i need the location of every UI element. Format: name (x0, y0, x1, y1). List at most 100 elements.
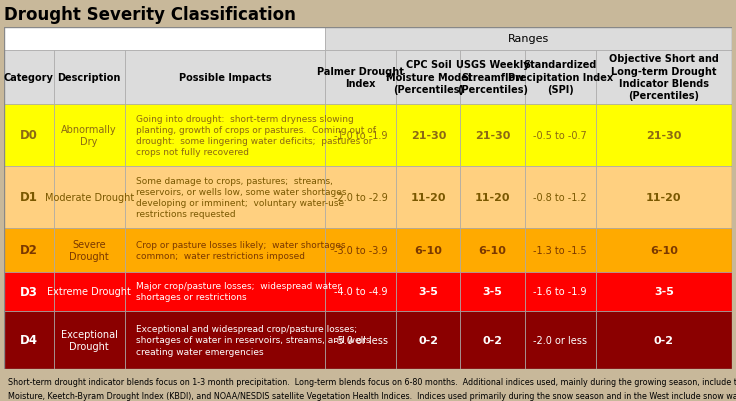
Bar (525, 272, 596, 311)
Bar (397, 229, 461, 272)
Text: 3-5: 3-5 (483, 287, 503, 296)
Bar (325, 229, 397, 272)
Bar (325, 51, 397, 104)
Text: 0-2: 0-2 (419, 335, 439, 345)
Text: 11-20: 11-20 (646, 192, 682, 203)
Text: -4.0 to -4.9: -4.0 to -4.9 (334, 287, 387, 296)
Text: -2.0 to -2.9: -2.0 to -2.9 (334, 192, 388, 203)
Bar (4, 272, 54, 311)
Bar (4, 28, 325, 51)
Text: 3-5: 3-5 (654, 287, 674, 296)
Bar (54, 104, 125, 166)
Bar (461, 51, 525, 104)
Text: Some damage to crops, pastures;  streams,
reservoirs, or wells low, some water s: Some damage to crops, pastures; streams,… (135, 176, 346, 219)
Bar (596, 272, 732, 311)
Text: 0-2: 0-2 (483, 335, 503, 345)
Text: Severe
Drought: Severe Drought (69, 239, 109, 261)
Bar (325, 166, 397, 229)
Text: D4: D4 (20, 334, 38, 346)
Bar (525, 166, 596, 229)
Text: 6-10: 6-10 (414, 245, 442, 255)
Text: Standardized
Precipitation Index
(SPI): Standardized Precipitation Index (SPI) (508, 60, 613, 95)
Bar (325, 104, 397, 166)
Bar (125, 51, 325, 104)
Bar (525, 104, 596, 166)
Text: Abnormally
Dry: Abnormally Dry (61, 124, 117, 147)
Text: USGS Weekly
Streamflow
(Percentiles): USGS Weekly Streamflow (Percentiles) (456, 60, 529, 95)
Bar (4, 104, 54, 166)
Bar (125, 166, 325, 229)
Bar (596, 104, 732, 166)
Bar (397, 272, 461, 311)
Bar (397, 104, 461, 166)
Bar (125, 104, 325, 166)
Text: Palmer Drought
Index: Palmer Drought Index (317, 67, 404, 89)
Bar (4, 166, 54, 229)
Text: D3: D3 (20, 285, 38, 298)
Text: D0: D0 (20, 129, 38, 142)
Text: 6-10: 6-10 (478, 245, 506, 255)
Bar (596, 229, 732, 272)
Text: 6-10: 6-10 (650, 245, 678, 255)
Text: -1.6 to -1.9: -1.6 to -1.9 (534, 287, 587, 296)
Text: 11-20: 11-20 (411, 192, 446, 203)
Bar (596, 51, 732, 104)
Bar (325, 28, 732, 51)
Bar (525, 229, 596, 272)
Text: Possible Impacts: Possible Impacts (179, 73, 272, 83)
Bar (54, 272, 125, 311)
Text: Major crop/pasture losses;  widespread water
shortages or restrictions: Major crop/pasture losses; widespread wa… (135, 282, 341, 302)
Bar (54, 229, 125, 272)
Text: Exceptional and widespread crop/pasture losses;
shortages of water in reservoirs: Exceptional and widespread crop/pasture … (135, 324, 370, 356)
Text: 21-30: 21-30 (646, 130, 682, 140)
Text: -3.0 to -3.9: -3.0 to -3.9 (334, 245, 387, 255)
Text: Ranges: Ranges (508, 34, 549, 44)
Bar (325, 311, 397, 369)
Text: -1.0 to -1.9: -1.0 to -1.9 (334, 130, 387, 140)
Bar (596, 311, 732, 369)
Bar (461, 166, 525, 229)
Bar (4, 311, 54, 369)
Bar (325, 272, 397, 311)
Text: CPC Soil
Moisture Model
(Percentiles): CPC Soil Moisture Model (Percentiles) (386, 60, 471, 95)
Text: Moderate Drought: Moderate Drought (45, 192, 134, 203)
Bar (397, 311, 461, 369)
Bar (596, 166, 732, 229)
Bar (397, 51, 461, 104)
Text: Objective Short and
Long-term Drought
Indicator Blends
(Percentiles): Objective Short and Long-term Drought In… (609, 54, 719, 101)
Text: 3-5: 3-5 (419, 287, 439, 296)
Text: Exceptional
Drought: Exceptional Drought (61, 329, 118, 351)
Bar (54, 51, 125, 104)
Bar (525, 311, 596, 369)
Bar (125, 311, 325, 369)
Bar (461, 311, 525, 369)
Bar (125, 272, 325, 311)
Bar (4, 229, 54, 272)
Bar (461, 104, 525, 166)
Text: Moisture, Keetch-Byram Drought Index (KBDI), and NOAA/NESDIS satellite Vegetatio: Moisture, Keetch-Byram Drought Index (KB… (7, 391, 736, 400)
Text: Crop or pasture losses likely;  water shortages
common;  water restrictions impo: Crop or pasture losses likely; water sho… (135, 240, 345, 260)
Text: -2.0 or less: -2.0 or less (533, 335, 587, 345)
Text: D2: D2 (20, 244, 38, 257)
Bar (461, 229, 525, 272)
Text: -1.3 to -1.5: -1.3 to -1.5 (534, 245, 587, 255)
Text: Going into drought:  short-term dryness slowing
planting, growth of crops or pas: Going into drought: short-term dryness s… (135, 114, 376, 156)
Text: -0.5 to -0.7: -0.5 to -0.7 (534, 130, 587, 140)
Bar (4, 51, 54, 104)
Text: 0-2: 0-2 (654, 335, 674, 345)
Text: Extreme Drought: Extreme Drought (47, 287, 131, 296)
Bar (461, 272, 525, 311)
Bar (125, 229, 325, 272)
Text: -5.0 or less: -5.0 or less (333, 335, 388, 345)
Text: Drought Severity Classification: Drought Severity Classification (4, 6, 296, 24)
Text: -0.8 to -1.2: -0.8 to -1.2 (534, 192, 587, 203)
Text: 21-30: 21-30 (411, 130, 446, 140)
Text: Short-term drought indicator blends focus on 1-3 month precipitation.  Long-term: Short-term drought indicator blends focu… (7, 377, 736, 386)
Bar (525, 51, 596, 104)
Text: Category: Category (4, 73, 54, 83)
Bar (54, 166, 125, 229)
Text: 11-20: 11-20 (475, 192, 510, 203)
Bar (54, 311, 125, 369)
Text: Description: Description (57, 73, 121, 83)
Text: D1: D1 (20, 191, 38, 204)
